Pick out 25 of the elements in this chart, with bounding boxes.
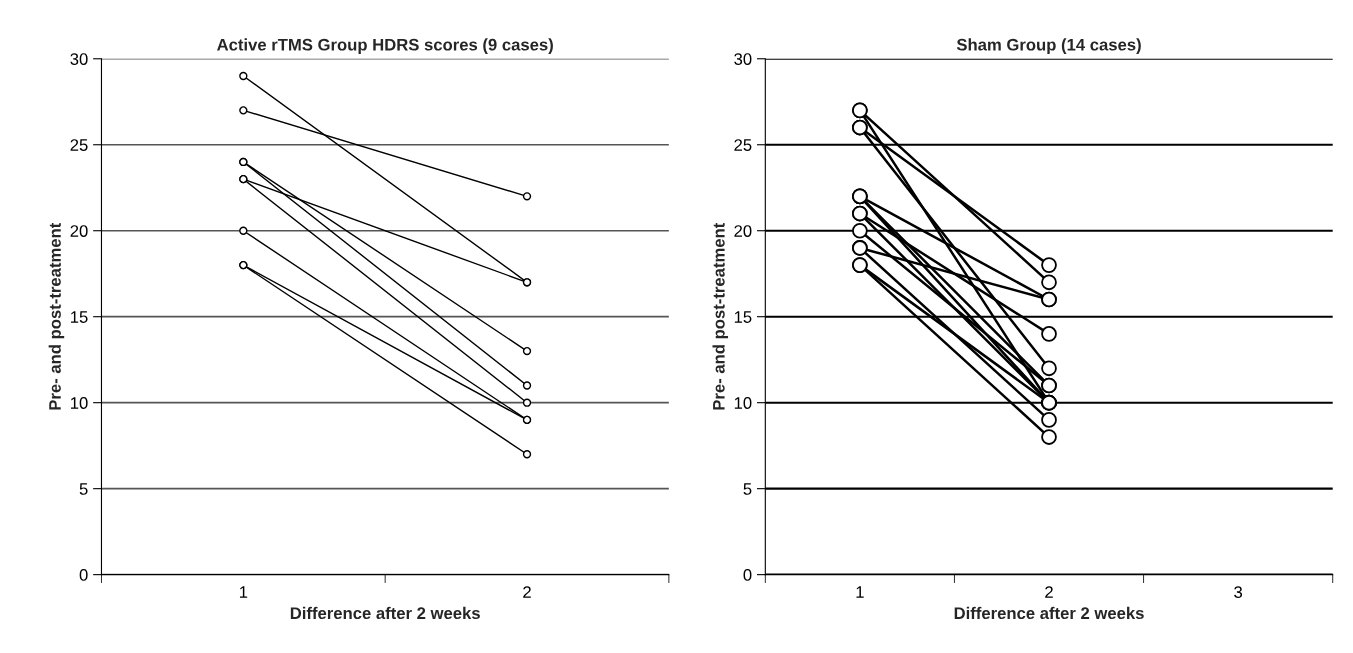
y-axis-title: Pre- and post-treatment (712, 222, 729, 410)
x-tick-label: 1 (239, 586, 248, 598)
y-tick-label: 30 (734, 53, 752, 65)
y-axis-title: Pre- and post-treatment (48, 222, 65, 410)
y-tick-label: 25 (734, 139, 752, 151)
x-tick-label: 3 (1234, 586, 1243, 598)
y-tick-label: 0 (79, 569, 88, 581)
x-tick-label: 2 (1045, 586, 1053, 598)
y-tick-label: 25 (70, 139, 88, 151)
y-tick-label: 20 (70, 225, 88, 237)
x-axis-title: Difference after 2 weeks (290, 606, 480, 620)
y-tick-label: 5 (743, 483, 752, 495)
y-tick-label: 15 (734, 311, 752, 323)
y-tick-label: 0 (743, 569, 752, 581)
y-tick-label: 15 (71, 311, 88, 323)
y-tick-label: 20 (734, 225, 752, 237)
chart-title: Active rTMS Group HDRS scores (9 cases) (217, 38, 553, 54)
x-tick-label: 1 (856, 586, 864, 598)
x-tick-label: 2 (523, 586, 531, 598)
chart-title: Sham Group (14 cases) (956, 38, 1141, 54)
y-tick-label: 10 (734, 397, 752, 409)
y-tick-label: 30 (70, 53, 88, 65)
y-tick-label: 5 (79, 483, 88, 495)
x-axis-title: Difference after 2 weeks (954, 606, 1144, 620)
y-tick-label: 10 (71, 397, 88, 409)
